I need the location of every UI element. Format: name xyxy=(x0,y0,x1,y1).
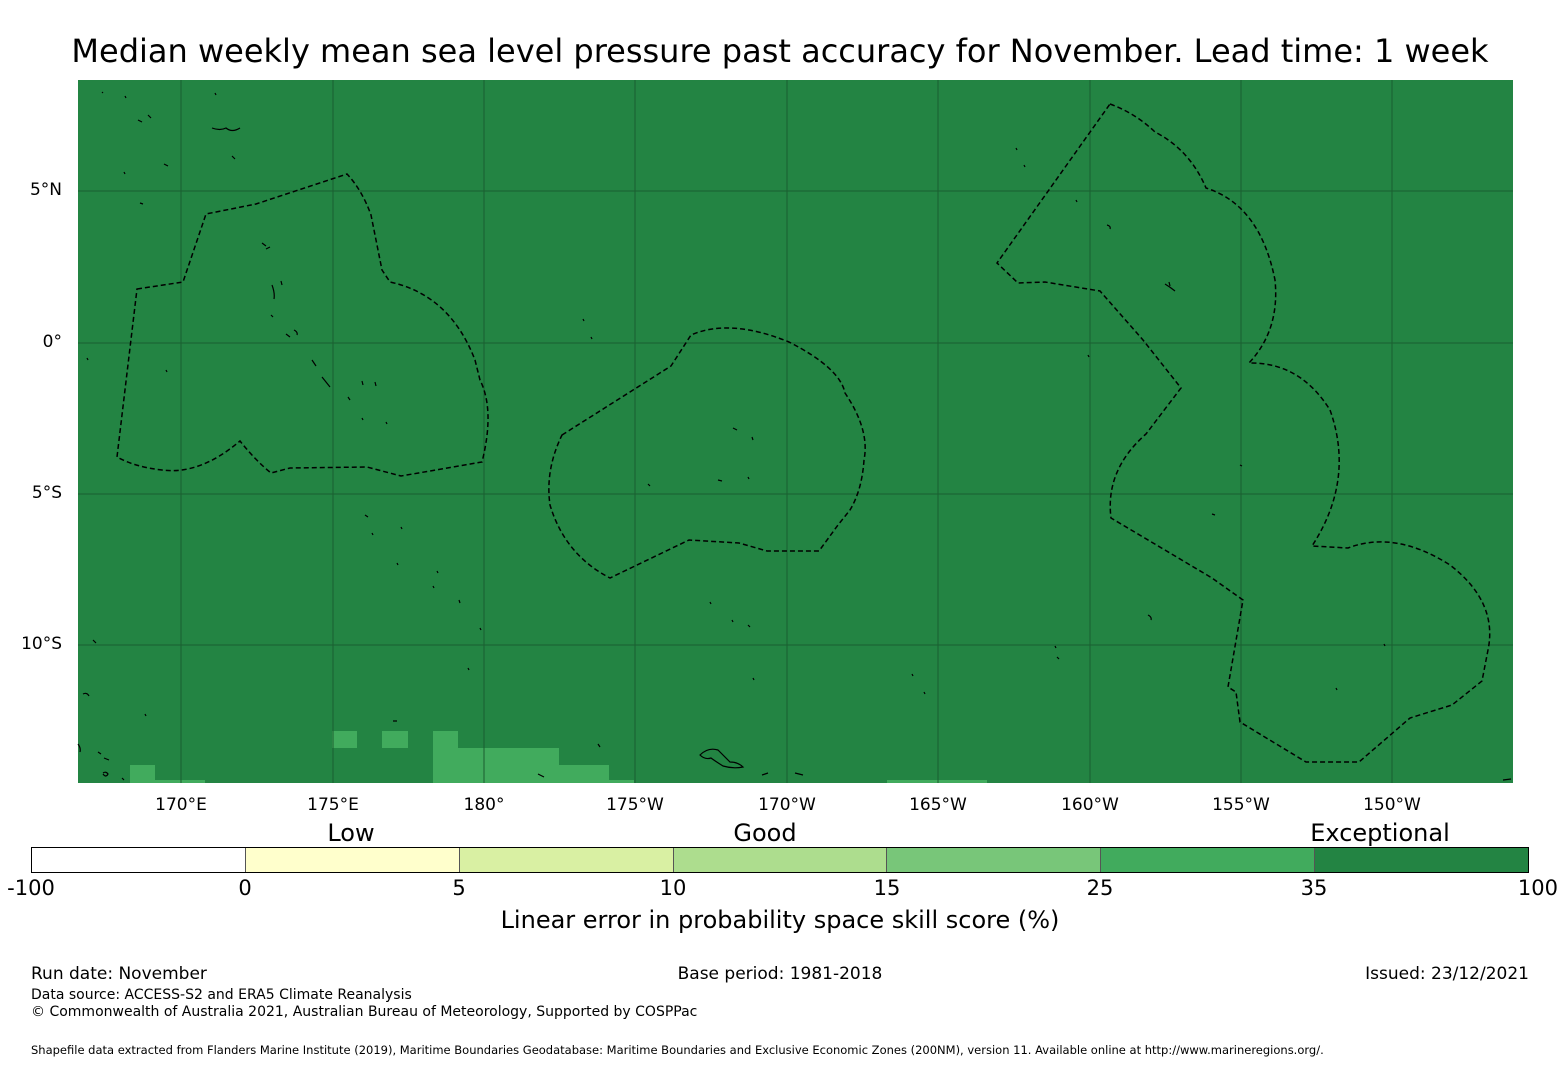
gridlines xyxy=(78,80,1513,783)
islands xyxy=(77,91,1512,781)
lighter-skill-patches xyxy=(130,731,987,783)
colorbar-segment-4 xyxy=(673,848,888,872)
colorbar-tick-35: 35 xyxy=(1300,876,1328,900)
data-source: Data source: ACCESS-S2 and ERA5 Climate … xyxy=(31,987,412,1003)
page-title: Median weekly mean sea level pressure pa… xyxy=(71,32,1489,70)
category-label-exceptional: Exceptional xyxy=(1310,819,1450,847)
colorbar-title: Linear error in probability space skill … xyxy=(500,906,1060,934)
colorbar-segment-6 xyxy=(1101,848,1316,872)
lon-label-150w: 150°W xyxy=(1363,795,1421,815)
colorbar-tick-15: 15 xyxy=(873,876,901,900)
base-period: Base period: 1981-2018 xyxy=(677,964,883,984)
lat-label-0: 0° xyxy=(42,332,62,352)
eez-kiribati-gilberts xyxy=(116,173,489,477)
colorbar-segment-7 xyxy=(1315,848,1529,872)
lat-label-5s: 5°S xyxy=(31,483,62,503)
lon-label-175e: 175°E xyxy=(307,795,359,815)
colorbar-tick-0: 0 xyxy=(238,876,252,900)
colorbar-segment-5 xyxy=(887,848,1102,872)
run-date: Run date: November xyxy=(31,964,207,984)
eez-kiribati-line xyxy=(996,103,1491,763)
skill-field xyxy=(78,80,1513,783)
colorbar-tick-25: 25 xyxy=(1086,876,1114,900)
eez-tokelau xyxy=(548,327,866,579)
colorbar-tick-10: 10 xyxy=(659,876,687,900)
category-label-good: Good xyxy=(733,819,797,847)
issued-date: Issued: 23/12/2021 xyxy=(1365,964,1529,984)
colorbar-tick-5: 5 xyxy=(452,876,466,900)
colorbar-segment-1 xyxy=(32,848,246,872)
lon-label-170e: 170°E xyxy=(155,795,207,815)
colorbar-tick-neg100: -100 xyxy=(7,876,55,900)
lon-label-160w: 160°W xyxy=(1061,795,1119,815)
lon-label-165w: 165°W xyxy=(909,795,967,815)
shapefile-note: Shapefile data extracted from Flanders M… xyxy=(31,1043,1324,1057)
colorbar-tick-100: 100 xyxy=(1517,876,1558,900)
category-label-low: Low xyxy=(327,819,375,847)
colorbar-segment-2 xyxy=(245,848,460,872)
lon-label-180: 180° xyxy=(463,795,505,815)
eez-boundaries xyxy=(116,103,1491,763)
lon-label-175w: 175°W xyxy=(606,795,664,815)
lat-label-10s: 10°S xyxy=(21,634,62,654)
lon-label-155w: 155°W xyxy=(1212,795,1270,815)
colorbar xyxy=(31,847,1529,873)
copyright: © Commonwealth of Australia 2021, Austra… xyxy=(31,1004,698,1020)
lat-label-5n: 5°N xyxy=(29,180,62,200)
colorbar-segment-3 xyxy=(459,848,674,872)
lon-label-170w: 170°W xyxy=(758,795,816,815)
